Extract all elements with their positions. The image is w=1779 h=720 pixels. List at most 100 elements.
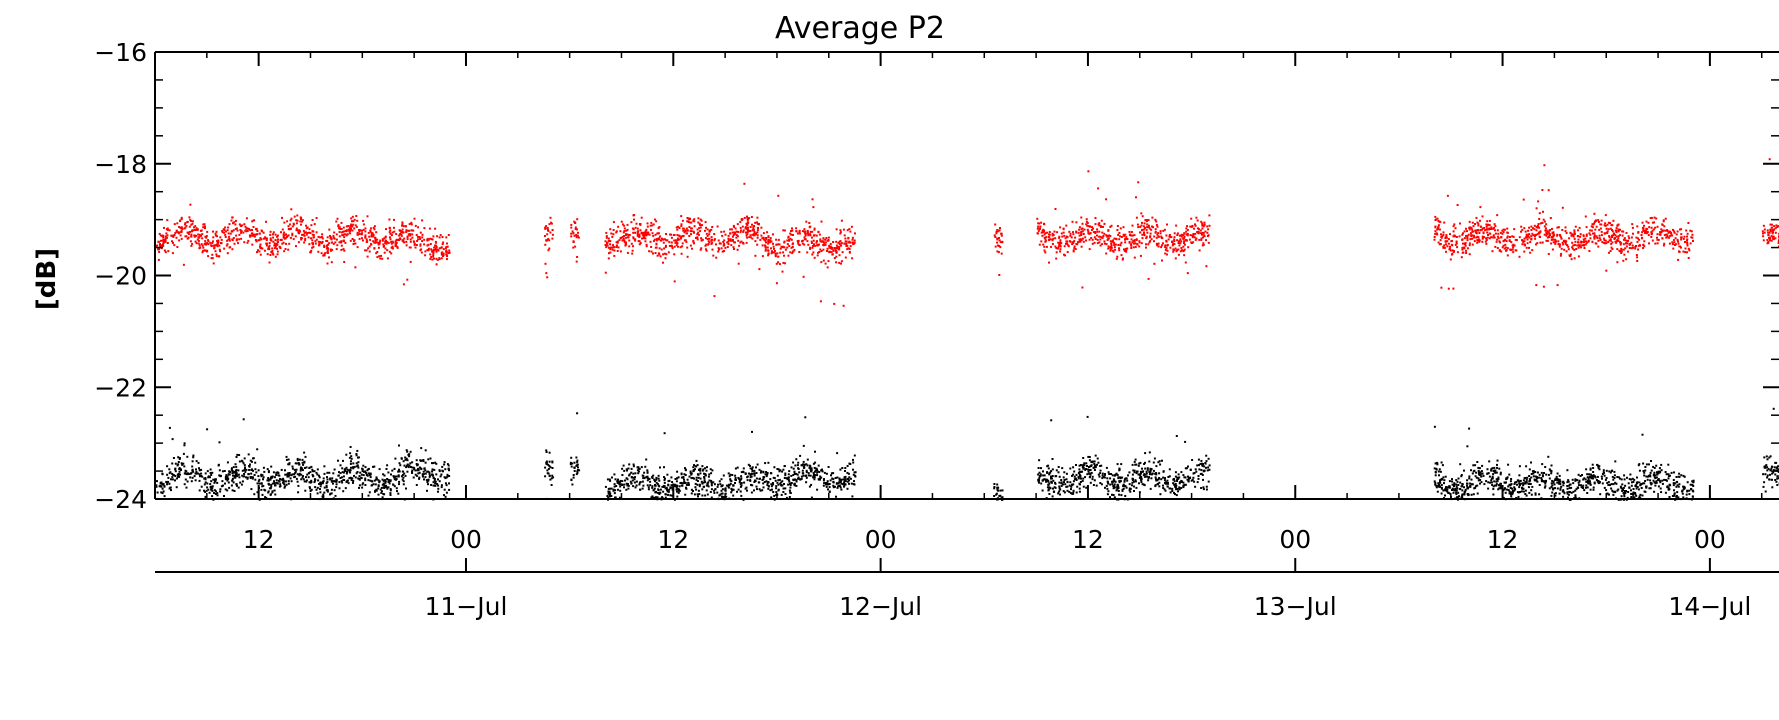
data-point (1572, 235, 1575, 238)
data-point (190, 472, 192, 475)
data-point (676, 490, 678, 493)
data-point (632, 228, 635, 231)
data-point (1583, 244, 1585, 247)
data-point (1135, 238, 1138, 241)
data-point (1593, 234, 1596, 237)
data-point (1183, 235, 1186, 238)
data-point (745, 234, 748, 237)
data-point (1130, 238, 1133, 241)
data-point (193, 234, 196, 237)
data-point (1183, 243, 1186, 246)
data-point (1183, 242, 1185, 244)
data-point (438, 469, 441, 472)
data-point (245, 476, 247, 479)
data-point (426, 489, 428, 492)
data-point (1434, 215, 1437, 218)
data-point (335, 248, 338, 251)
data-point (1618, 249, 1621, 252)
data-point (160, 485, 163, 488)
data-point (831, 253, 834, 256)
data-point (293, 473, 296, 476)
data-point (838, 254, 841, 257)
data-point (257, 249, 259, 252)
data-point (687, 221, 690, 223)
data-point (732, 246, 735, 249)
data-point (1502, 228, 1505, 231)
data-point (623, 469, 626, 472)
data-point (783, 229, 786, 232)
data-point (625, 229, 628, 232)
data-point (1506, 254, 1509, 257)
data-point (766, 472, 769, 474)
data-point (196, 472, 199, 475)
data-point (435, 244, 438, 247)
data-point (1079, 238, 1082, 241)
data-point (1128, 230, 1131, 233)
data-point (616, 240, 619, 243)
data-point (365, 240, 368, 243)
data-point (270, 485, 273, 488)
data-point (1054, 208, 1057, 210)
data-point (1603, 224, 1606, 227)
data-point (200, 243, 203, 246)
data-point (1771, 229, 1774, 231)
data-point (1545, 229, 1548, 232)
data-point (240, 483, 243, 486)
data-point (638, 481, 641, 484)
data-point (1439, 220, 1442, 223)
data-point (379, 257, 382, 260)
data-point (291, 225, 294, 228)
data-point (691, 247, 693, 250)
data-point (795, 230, 798, 233)
data-point (389, 489, 392, 492)
data-point (374, 483, 377, 486)
data-point (1653, 216, 1656, 219)
data-point (185, 486, 188, 489)
data-point (224, 236, 227, 238)
data-point (341, 471, 344, 474)
data-point (276, 253, 279, 256)
data-point (1442, 245, 1445, 248)
data-point (231, 248, 234, 251)
data-point (849, 477, 852, 480)
data-point (1092, 227, 1094, 230)
data-point (715, 256, 718, 259)
data-point (669, 494, 672, 497)
data-point (197, 242, 200, 245)
data-point (835, 244, 838, 247)
data-point (359, 471, 362, 474)
data-point (788, 239, 791, 242)
data-point (733, 241, 736, 244)
data-point (1088, 225, 1091, 228)
data-point (1183, 237, 1186, 240)
data-point (708, 241, 711, 244)
data-point (613, 246, 616, 249)
data-point (1493, 226, 1496, 229)
data-point (1636, 240, 1639, 243)
data-point (429, 237, 432, 240)
data-point (609, 248, 612, 251)
data-point (260, 474, 263, 476)
data-point (1144, 219, 1147, 222)
data-point (196, 228, 199, 231)
data-point (351, 238, 354, 240)
data-point (830, 251, 833, 254)
data-point (287, 248, 290, 251)
data-point (637, 472, 640, 475)
data-point (358, 229, 361, 231)
data-point (767, 235, 770, 238)
data-point (245, 217, 248, 220)
data-point (734, 231, 737, 234)
data-point (694, 468, 696, 471)
data-point (1585, 241, 1588, 244)
data-point (807, 472, 810, 475)
data-point (702, 481, 705, 484)
data-point (654, 246, 657, 249)
data-point (570, 465, 573, 468)
data-point (667, 493, 669, 496)
data-point (406, 463, 409, 466)
data-point (1692, 240, 1694, 242)
data-point (293, 476, 296, 479)
data-point (271, 490, 274, 493)
data-point (671, 481, 674, 483)
